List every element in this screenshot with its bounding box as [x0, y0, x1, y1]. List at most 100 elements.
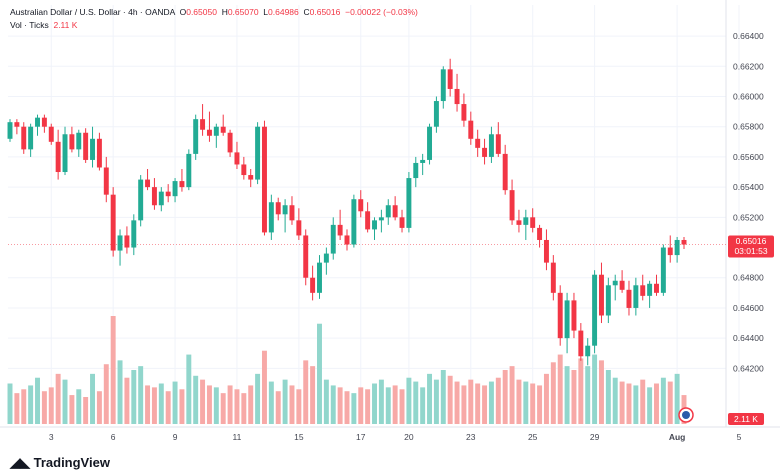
volume-bar	[248, 385, 254, 424]
volume-bar	[69, 395, 75, 424]
candle-body	[392, 205, 398, 218]
price-tick-label: 0.65400	[733, 182, 764, 192]
volume-bar	[598, 360, 604, 424]
volume-bar	[241, 393, 247, 424]
candle-body	[461, 104, 467, 121]
volume-bar	[323, 379, 329, 424]
volume-bar	[103, 364, 109, 424]
candle-body	[605, 285, 611, 316]
volume-bar	[612, 377, 618, 424]
candle-body	[358, 199, 364, 212]
candle-body	[303, 235, 309, 278]
candle-body	[275, 202, 281, 215]
candle-body	[41, 117, 47, 127]
candle-body	[14, 122, 20, 127]
candle-body	[90, 138, 96, 160]
volume-bar	[138, 366, 144, 424]
candle-body	[151, 187, 157, 206]
candle-body	[165, 191, 171, 197]
low-value: 0.64986	[268, 7, 299, 17]
candle-body	[234, 152, 240, 165]
candle-body	[660, 247, 666, 293]
volume-bar	[564, 366, 570, 424]
time-tick-label: 29	[590, 432, 600, 442]
price-tick-label: 0.64800	[733, 273, 764, 283]
volume-bar	[475, 383, 481, 424]
volume-bar	[385, 387, 391, 424]
volume-bar	[268, 381, 274, 424]
candle-body	[598, 274, 604, 316]
volume-bar	[220, 393, 226, 424]
price-tick-label: 0.65800	[733, 122, 764, 132]
candle-body	[255, 126, 261, 180]
volume-bar	[571, 370, 577, 424]
candle-body	[557, 292, 563, 339]
volume-bar	[640, 379, 646, 424]
candle-body	[502, 153, 508, 191]
candle-body	[268, 202, 274, 233]
volume-bar	[358, 387, 364, 424]
volume-bar	[447, 375, 453, 424]
candle-body	[475, 138, 481, 148]
candle-body	[612, 280, 618, 286]
ohlc-legend: Australian Dollar / U.S. Dollar · 4h · O…	[10, 7, 418, 17]
volume-bar	[674, 373, 680, 424]
volume-bar	[275, 391, 281, 424]
volume-label[interactable]: Vol · Ticks	[10, 20, 49, 30]
candle-body	[550, 262, 556, 293]
volume-bar	[7, 383, 13, 424]
time-tick-label: 9	[173, 432, 178, 442]
tradingview-logo[interactable]: ◢◣ TradingView	[10, 455, 110, 471]
volume-bar	[303, 360, 309, 424]
price-tick-label: 0.65200	[733, 212, 764, 222]
price-axis: 0.66400 0.66200 0.66000 0.65800 0.65600 0.654…	[733, 31, 764, 373]
candle-body	[7, 122, 13, 139]
candle-body	[509, 190, 515, 221]
candle-body	[592, 274, 598, 346]
candle-body	[69, 134, 75, 150]
candle-body	[378, 217, 384, 221]
volume-bar	[509, 366, 515, 424]
volume-bar	[76, 389, 82, 424]
candle-body	[124, 235, 130, 248]
volume-bar	[468, 379, 474, 424]
volume-bar	[654, 383, 659, 424]
volume-bar	[41, 391, 47, 424]
volume-bar	[200, 379, 206, 424]
candles	[7, 58, 687, 366]
volume-bar	[90, 373, 96, 424]
candle-body	[399, 217, 405, 228]
time-tick-label: 25	[528, 432, 538, 442]
candle-body	[186, 153, 192, 188]
symbol-title[interactable]: Australian Dollar / U.S. Dollar · 4h · O…	[10, 7, 175, 17]
candle-body	[406, 178, 412, 228]
high-label: H	[221, 7, 228, 17]
candle-body	[523, 217, 529, 225]
candle-body	[372, 220, 377, 230]
candle-body	[172, 181, 178, 197]
volume-bar	[372, 383, 377, 424]
open-label: O	[179, 7, 187, 17]
time-axis: 36911151720232529Aug57	[49, 432, 742, 442]
volume-bar	[530, 383, 536, 424]
candle-body	[537, 227, 543, 240]
volume-bar	[619, 381, 625, 424]
candle-body	[131, 220, 137, 248]
price-tick-label: 0.64400	[733, 333, 764, 343]
candle-body	[433, 101, 439, 127]
volume-bar	[317, 323, 322, 424]
volume-bar	[261, 350, 267, 424]
volume-bar	[420, 387, 426, 424]
volume-bar	[461, 385, 467, 424]
volume-bar	[633, 385, 639, 424]
volume-bar	[578, 358, 584, 424]
volume-bar	[605, 370, 611, 424]
candle-body	[200, 119, 206, 130]
candle-body	[337, 224, 343, 236]
time-tick-label: 15	[294, 432, 304, 442]
high-value: 0.65070	[227, 7, 259, 17]
volume-bar	[557, 354, 563, 424]
close-value: 0.65016	[309, 7, 341, 17]
candle-body	[495, 134, 501, 154]
